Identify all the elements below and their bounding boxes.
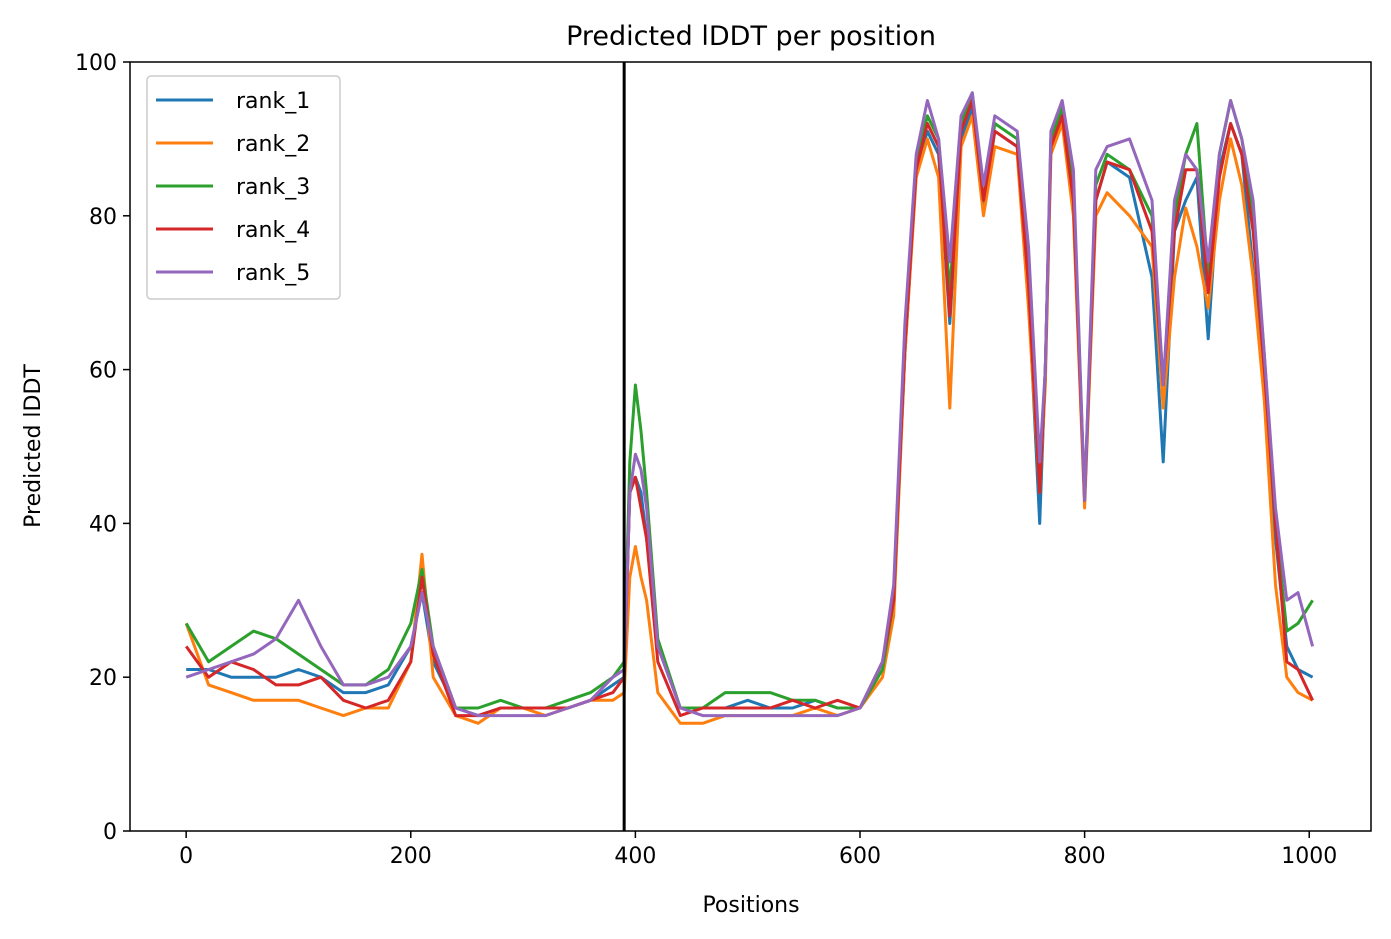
y-tick-label: 100 [75, 51, 117, 76]
x-axis-label: Positions [702, 893, 799, 918]
series-lines [184, 91, 1315, 725]
chart-title: Predicted lDDT per position [566, 21, 936, 52]
x-tick-label: 1000 [1281, 844, 1337, 869]
x-tick-label: 600 [839, 844, 881, 869]
y-tick-label: 20 [89, 666, 117, 691]
legend-label-rank_1: rank_1 [236, 89, 310, 114]
legend-label-rank_4: rank_4 [236, 218, 310, 243]
y-axis-label: Predicted lDDT [21, 364, 46, 528]
legend-label-rank_2: rank_2 [236, 132, 310, 157]
x-tick-label: 0 [179, 844, 193, 869]
axis-ticks: 0 200 400 600 800 1000 0 20 40 60 80 100 [75, 51, 1337, 869]
legend: rank_1 rank_2 rank_3 rank_4 rank_5 [146, 75, 341, 300]
legend-label-rank_5: rank_5 [236, 261, 310, 286]
y-tick-label: 80 [89, 205, 117, 230]
y-tick-label: 40 [89, 512, 117, 537]
y-tick-label: 60 [89, 359, 117, 384]
x-tick-label: 800 [1064, 844, 1106, 869]
x-tick-label: 200 [390, 844, 432, 869]
legend-label-rank_3: rank_3 [236, 175, 310, 200]
series-line-rank_2 [184, 114, 1314, 725]
plot-area [129, 61, 1372, 832]
y-tick-label: 0 [103, 820, 117, 845]
series-line-rank_5 [185, 91, 1315, 718]
legend-box [146, 75, 341, 300]
x-tick-label: 400 [614, 844, 656, 869]
